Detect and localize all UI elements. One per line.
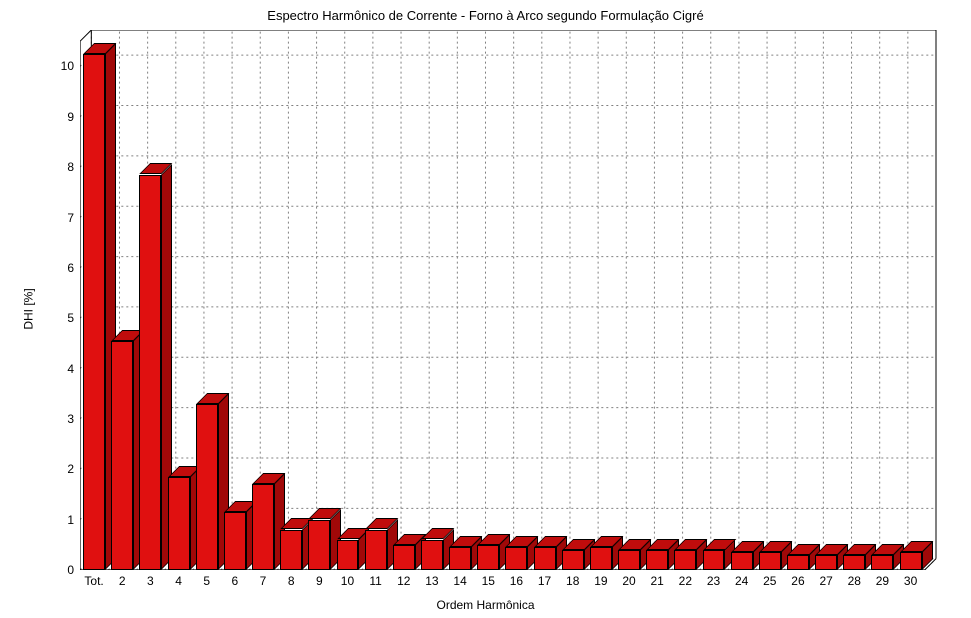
bar	[111, 341, 133, 570]
y-tick: 6	[44, 261, 80, 275]
x-tick: 17	[538, 570, 551, 588]
y-tick: 0	[44, 563, 80, 577]
bar	[421, 540, 443, 570]
bar	[477, 545, 499, 570]
bar	[83, 54, 105, 570]
bar	[843, 555, 865, 570]
x-tick: 29	[876, 570, 889, 588]
y-tick: 9	[44, 110, 80, 124]
x-tick: 4	[175, 570, 182, 588]
bar	[168, 477, 190, 570]
bar	[280, 530, 302, 570]
bar	[731, 552, 753, 570]
x-tick: 15	[482, 570, 495, 588]
y-tick: 10	[44, 59, 80, 73]
bar	[703, 550, 725, 570]
x-tick: 2	[119, 570, 126, 588]
y-tick: 5	[44, 311, 80, 325]
x-tick: 9	[316, 570, 323, 588]
x-tick: 14	[453, 570, 466, 588]
chart-container: Espectro Harmônico de Corrente - Forno à…	[0, 0, 971, 618]
y-tick: 8	[44, 160, 80, 174]
x-tick: 20	[622, 570, 635, 588]
x-tick: 11	[369, 570, 381, 588]
bar	[900, 552, 922, 570]
bar	[449, 547, 471, 570]
y-tick: 7	[44, 211, 80, 225]
chart-title: Espectro Harmônico de Corrente - Forno à…	[0, 8, 971, 23]
bar	[308, 520, 330, 570]
x-tick: 30	[904, 570, 917, 588]
x-tick: 26	[791, 570, 804, 588]
bar	[759, 552, 781, 570]
bar	[224, 512, 246, 570]
x-tick: 19	[594, 570, 607, 588]
bar	[196, 404, 218, 570]
x-tick: 18	[566, 570, 579, 588]
y-tick: 1	[44, 513, 80, 527]
y-axis-label: DHI [%]	[22, 288, 36, 329]
bar	[365, 530, 387, 570]
bar	[674, 550, 696, 570]
bar	[505, 547, 527, 570]
y-tick: 3	[44, 412, 80, 426]
x-tick: 21	[651, 570, 664, 588]
bar	[534, 547, 556, 570]
bar	[618, 550, 640, 570]
x-tick: 28	[848, 570, 861, 588]
plot-area: 012345678910Tot.234567891011121314151617…	[80, 30, 940, 570]
x-tick: 3	[147, 570, 154, 588]
x-tick: Tot.	[84, 570, 103, 588]
x-tick: 10	[341, 570, 354, 588]
x-tick: 27	[819, 570, 832, 588]
x-tick: 7	[260, 570, 267, 588]
x-tick: 16	[510, 570, 523, 588]
bar	[139, 175, 161, 570]
y-tick: 4	[44, 362, 80, 376]
x-tick: 25	[763, 570, 776, 588]
x-tick: 24	[735, 570, 748, 588]
bar	[337, 540, 359, 570]
x-tick: 12	[397, 570, 410, 588]
x-tick: 8	[288, 570, 295, 588]
bar	[252, 484, 274, 570]
x-tick: 13	[425, 570, 438, 588]
x-tick: 23	[707, 570, 720, 588]
bar	[562, 550, 584, 570]
x-axis-label: Ordem Harmônica	[0, 598, 971, 612]
x-tick: 5	[203, 570, 210, 588]
bar	[590, 547, 612, 570]
bar	[646, 550, 668, 570]
y-tick: 2	[44, 462, 80, 476]
bar	[815, 555, 837, 570]
x-tick: 6	[232, 570, 239, 588]
bar	[871, 555, 893, 570]
x-tick: 22	[679, 570, 692, 588]
bar	[393, 545, 415, 570]
bar	[787, 555, 809, 570]
